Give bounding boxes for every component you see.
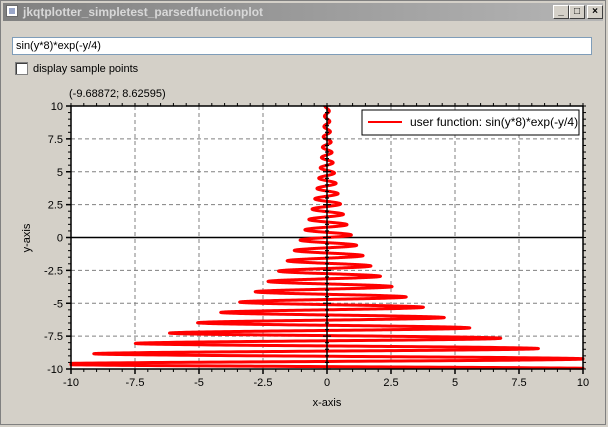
close-button[interactable]: × (587, 5, 603, 19)
tick-marks (66, 103, 586, 374)
x-tick-label: 5 (452, 377, 458, 389)
legend-entry-user-function: user function: sin(y*8)*exp(-y/4) (410, 115, 578, 129)
x-tick-label: -5 (194, 377, 204, 389)
x-tick-labels: -10 -7.5 -5 -2.5 0 2.5 5 7.5 10 (63, 377, 589, 389)
y-tick-label: -2.5 (44, 265, 63, 277)
y-tick-label: -7.5 (44, 331, 63, 343)
legend[interactable]: user function: sin(y*8)*exp(-y/4) (361, 109, 580, 136)
app-icon[interactable] (6, 5, 18, 17)
y-tick-label: -5 (53, 298, 63, 310)
y-axis-label: y-axis (21, 223, 33, 252)
display-sample-points-checkbox[interactable] (15, 62, 28, 75)
y-tick-labels: 10 7.5 5 2.5 0 -2.5 -5 -7.5 -10 (44, 101, 63, 376)
x-tick-label: -2.5 (254, 377, 273, 389)
y-tick-label: 7.5 (48, 134, 63, 146)
y-tick-label: 0 (57, 233, 63, 245)
window-title: jkqtplotter_simpletest_parsedfunctionplo… (23, 5, 264, 19)
minimize-button[interactable]: _ (553, 5, 569, 19)
x-tick-label: 7.5 (511, 377, 526, 389)
y-tick-label: 2.5 (48, 200, 63, 212)
y-tick-label: 5 (57, 167, 63, 179)
x-tick-label: 2.5 (383, 377, 398, 389)
display-sample-points-label[interactable]: display sample points (33, 63, 139, 75)
x-tick-label: -7.5 (126, 377, 145, 389)
x-axis-label: x-axis (313, 397, 342, 409)
expression-input[interactable] (12, 37, 592, 55)
x-tick-label: -10 (63, 377, 79, 389)
y-tick-label: -10 (47, 364, 63, 376)
x-tick-label: 0 (324, 377, 330, 389)
maximize-button[interactable]: □ (569, 5, 585, 19)
title-bar[interactable]: jkqtplotter_simpletest_parsedfunctionplo… (3, 3, 603, 21)
y-tick-label: 10 (51, 101, 63, 113)
x-tick-label: 10 (577, 377, 589, 389)
mouse-coordinates-readout: (-9.68872; 8.62595) (69, 88, 166, 100)
